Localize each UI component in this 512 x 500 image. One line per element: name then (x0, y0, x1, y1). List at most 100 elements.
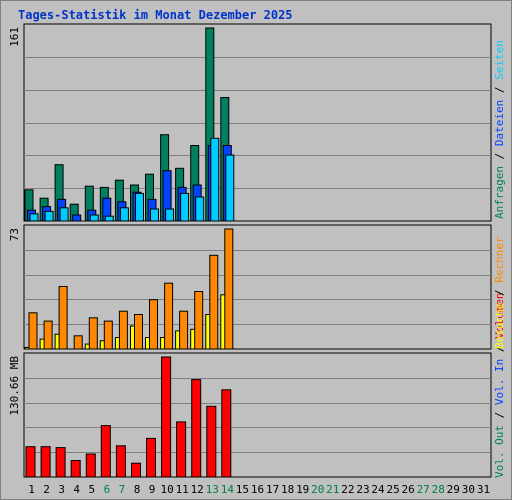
x-tick-label: 24 (371, 483, 385, 496)
x-tick-label: 26 (401, 483, 414, 496)
bar-volumen-day-4 (70, 460, 81, 478)
x-tick-label: 28 (432, 483, 445, 496)
x-tick-label: 25 (386, 483, 399, 496)
bar-dateien-day-4 (72, 214, 82, 222)
x-tick-label: 2 (43, 483, 50, 496)
legend-separator: / (493, 146, 506, 166)
bar-rechner-day-8 (134, 314, 143, 350)
legend-item-volumen: Volumen (493, 293, 506, 339)
bar-seiten-day-5 (89, 214, 99, 222)
bar-volumen-day-9 (146, 437, 156, 478)
bar-volumen-day-11 (176, 421, 187, 478)
bar-rechner-day-12 (194, 291, 204, 350)
bar-volumen-day-3 (55, 447, 66, 478)
legend-item-anfragen: Anfragen (493, 166, 506, 219)
x-tick-label: 6 (104, 483, 111, 496)
bar-rechner-day-7 (118, 310, 128, 350)
x-tick-label: 15 (236, 483, 249, 496)
x-tick-label: 27 (417, 483, 430, 496)
scale-label-middle: 73 (8, 228, 21, 241)
legend-item-dateien: Dateien (493, 100, 506, 146)
legend-item-besuche: Besuche (493, 303, 506, 349)
bar-seiten-day-7 (119, 207, 129, 222)
legend-separator: / (493, 405, 506, 425)
bar-rechner-day-3 (58, 286, 68, 350)
x-tick-label: 23 (356, 483, 369, 496)
legend-separator: / (493, 283, 506, 303)
scale-label-top: 161 (8, 27, 21, 47)
bar-seiten-day-6 (104, 215, 114, 222)
bar-volumen-day-12 (191, 379, 202, 478)
x-tick-label: 29 (447, 483, 460, 496)
scale-label-bottom: 130.66 MB (8, 356, 21, 416)
x-tick-label: 21 (326, 483, 339, 496)
bar-rechner-day-6 (103, 320, 113, 350)
x-tick-label: 12 (191, 483, 204, 496)
x-tick-label: 14 (221, 483, 235, 496)
x-tick-label: 18 (281, 483, 294, 496)
x-tick-label: 30 (462, 483, 475, 496)
bar-volumen-day-5 (85, 453, 96, 478)
bar-seiten-day-9 (150, 208, 159, 222)
bar-rechner-day-14 (224, 228, 234, 350)
x-tick-label: 19 (296, 483, 309, 496)
x-tick-label: 11 (176, 483, 189, 496)
legend-top: Anfragen / Dateien / Seiten (493, 40, 506, 219)
x-tick-label: 13 (206, 483, 219, 496)
bar-volumen-day-7 (115, 445, 126, 478)
bar-rechner-day-10 (164, 282, 174, 350)
x-tick-label: 9 (149, 483, 156, 496)
bar-rechner-day-9 (149, 299, 158, 350)
legend-separator: / (493, 339, 506, 359)
bar-seiten-day-8 (135, 192, 144, 222)
x-tick-label: 20 (311, 483, 324, 496)
bar-volumen-day-1 (25, 446, 36, 478)
x-tick-label: 4 (73, 483, 80, 496)
x-tick-label: 22 (341, 483, 354, 496)
x-tick-label: 7 (119, 483, 126, 496)
bar-rechner-day-1 (28, 312, 38, 350)
legend-item-vol-out: Vol. Out (493, 425, 506, 478)
bar-rechner-day-4 (73, 335, 83, 350)
bar-volumen-day-2 (40, 446, 51, 478)
bar-seiten-day-13 (210, 137, 220, 222)
legend-item-rechner: Rechner (493, 236, 506, 283)
x-tick-label: 17 (266, 483, 279, 496)
grid-layer (23, 23, 492, 478)
chart-title: Tages-Statistik im Monat Dezember 2025 (18, 8, 293, 22)
x-tick-label: 8 (134, 483, 141, 496)
bar-seiten-day-14 (225, 154, 235, 222)
bar-rechner-day-13 (209, 254, 219, 350)
bar-seiten-day-1 (29, 213, 39, 222)
x-tick-label: 31 (477, 483, 490, 496)
legend-middle: Besuche / Rechner (493, 236, 506, 349)
bar-volumen-day-10 (161, 356, 172, 478)
bar-rechner-day-11 (179, 310, 189, 350)
bar-seiten-day-3 (59, 207, 69, 222)
x-tick-label: 3 (58, 483, 65, 496)
legend-item-vol-in: Vol. In (493, 359, 506, 405)
bar-seiten-day-10 (165, 208, 175, 222)
legend-separator: / (493, 80, 506, 100)
x-tick-label: 16 (251, 483, 264, 496)
panel-bottom (23, 352, 492, 478)
x-tick-label: 5 (88, 483, 95, 496)
panel-top (23, 23, 492, 222)
bar-volumen-day-6 (100, 425, 111, 478)
legend-item-seiten: Seiten (493, 40, 506, 80)
x-tick-label: 1 (28, 483, 35, 496)
bar-volumen-day-14 (221, 389, 232, 478)
bar-seiten-day-11 (180, 192, 190, 222)
legend-bottom: Vol. Out / Vol. In / Volumen (493, 293, 506, 478)
bar-rechner-day-2 (43, 320, 53, 350)
bar-volumen-day-8 (131, 462, 141, 478)
x-tick-label: 10 (160, 483, 173, 496)
bar-volumen-day-13 (206, 405, 217, 478)
bar-rechner-day-5 (88, 317, 98, 350)
bar-seiten-day-12 (195, 196, 205, 222)
bars-layer (24, 27, 235, 478)
bar-seiten-day-2 (44, 210, 54, 222)
panel-middle (23, 224, 492, 350)
